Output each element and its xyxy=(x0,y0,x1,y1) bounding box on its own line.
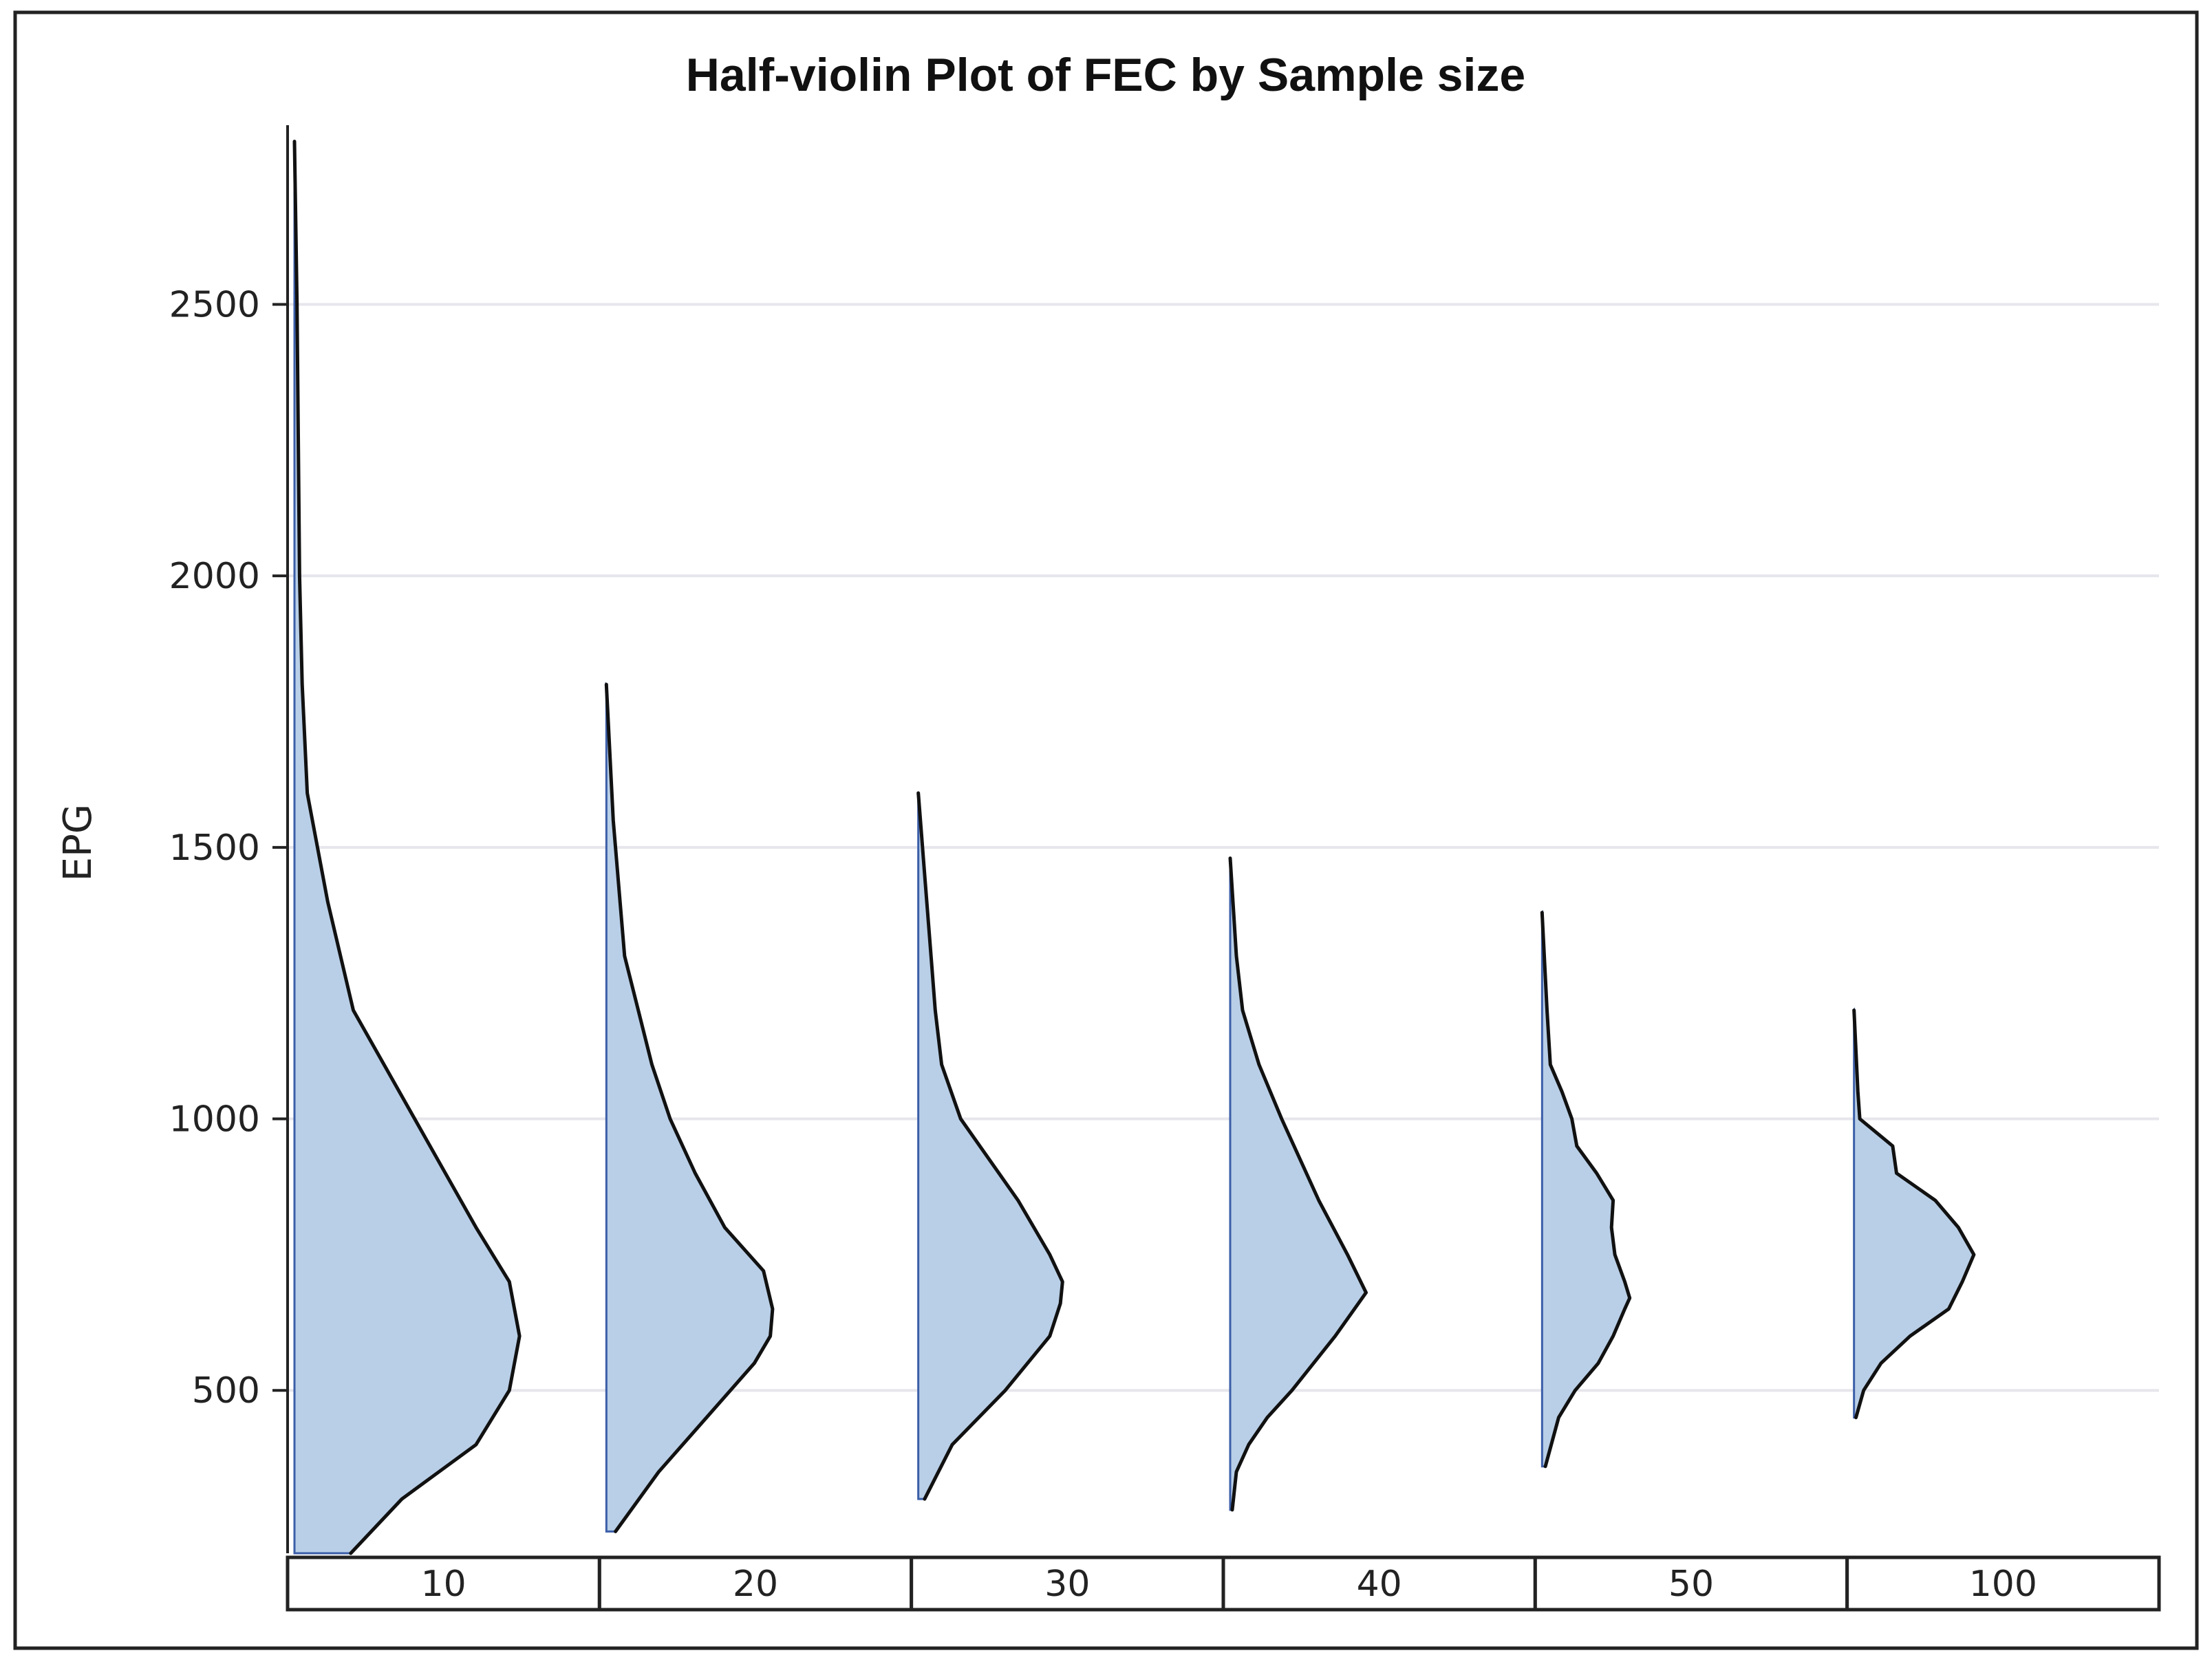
violin-series xyxy=(292,140,1976,1555)
violin-outline-100 xyxy=(1852,1008,1976,1420)
chart-title: Half-violin Plot of FEC by Sample size xyxy=(686,49,1525,101)
gridlines xyxy=(288,303,2159,1392)
violin-outline-30 xyxy=(916,791,1064,1501)
violin-outline-20 xyxy=(604,682,775,1533)
y-tick-label: 500 xyxy=(192,1370,260,1412)
category-cell-50 xyxy=(1533,1555,1849,1612)
violin-outline-50 xyxy=(1540,911,1632,1469)
y-tick-label: 2000 xyxy=(169,556,260,597)
category-label: 100 xyxy=(1969,1564,2037,1605)
category-label: 10 xyxy=(421,1564,466,1605)
category-cell-40 xyxy=(1221,1555,1537,1612)
y-axis-ticks: 500 1000 1500 2000 2500 xyxy=(169,284,288,1412)
category-cell-100 xyxy=(1845,1555,2161,1612)
category-label: 30 xyxy=(1044,1564,1090,1605)
y-tick-label: 1000 xyxy=(169,1099,260,1141)
y-tick-label: 2500 xyxy=(169,284,260,325)
category-label: 20 xyxy=(733,1564,778,1605)
category-label: 50 xyxy=(1668,1564,1714,1605)
violin-outline-40 xyxy=(1228,856,1368,1512)
y-tick-label: 1500 xyxy=(169,828,260,869)
category-cell-10 xyxy=(286,1555,601,1612)
category-label: 40 xyxy=(1357,1564,1402,1605)
violin-outline-10 xyxy=(292,140,522,1555)
category-strip: 10 20 30 40 50 100 xyxy=(286,1555,2161,1612)
y-axis-label: EPG xyxy=(56,804,100,882)
category-cell-30 xyxy=(910,1555,1225,1612)
category-cell-20 xyxy=(597,1555,914,1612)
